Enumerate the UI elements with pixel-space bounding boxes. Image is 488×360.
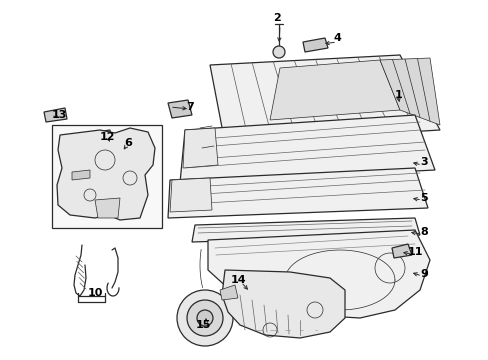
Text: 10: 10: [87, 288, 102, 298]
Polygon shape: [44, 108, 67, 122]
Text: 8: 8: [419, 227, 427, 237]
Polygon shape: [222, 270, 345, 338]
Polygon shape: [379, 58, 439, 125]
Text: 12: 12: [99, 132, 115, 142]
Text: 4: 4: [332, 33, 340, 43]
Polygon shape: [170, 178, 212, 212]
Polygon shape: [207, 230, 429, 318]
Polygon shape: [303, 38, 327, 52]
Text: 5: 5: [419, 193, 427, 203]
Polygon shape: [168, 100, 192, 118]
Polygon shape: [168, 168, 427, 218]
Polygon shape: [192, 218, 419, 242]
Polygon shape: [269, 60, 399, 120]
Polygon shape: [391, 244, 411, 258]
Text: 9: 9: [419, 269, 427, 279]
Text: 7: 7: [185, 102, 193, 112]
Text: 3: 3: [419, 157, 427, 167]
Polygon shape: [180, 115, 434, 183]
Bar: [52, 125, 162, 228]
Polygon shape: [183, 128, 218, 168]
Text: 13: 13: [52, 110, 67, 120]
Polygon shape: [96, 130, 112, 142]
Text: 2: 2: [273, 13, 280, 23]
Polygon shape: [72, 170, 90, 180]
Text: 1: 1: [394, 90, 402, 100]
Polygon shape: [95, 198, 120, 218]
Text: 11: 11: [407, 247, 423, 257]
Circle shape: [197, 310, 213, 326]
Text: 15: 15: [195, 320, 210, 330]
Text: 6: 6: [124, 138, 132, 148]
Circle shape: [186, 300, 223, 336]
Polygon shape: [209, 55, 439, 143]
Polygon shape: [57, 128, 155, 220]
Polygon shape: [220, 285, 238, 300]
Circle shape: [177, 290, 232, 346]
Circle shape: [272, 46, 285, 58]
Text: 14: 14: [230, 275, 245, 285]
